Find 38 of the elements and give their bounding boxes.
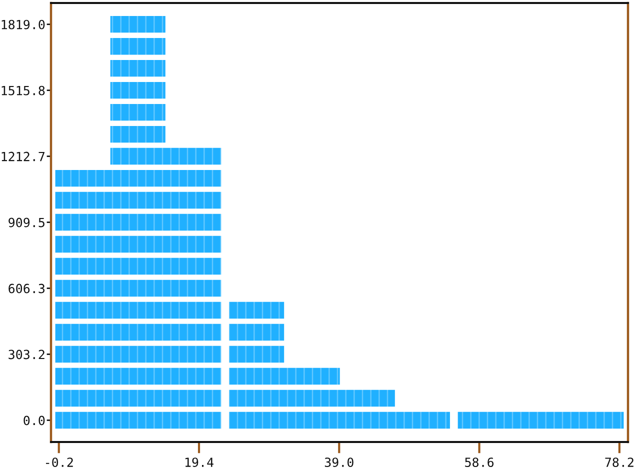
bar [229,302,284,319]
bar [55,368,222,385]
bar [55,280,222,297]
y-tick-label: 606.3 [8,284,45,294]
y-tick-label: 1819.0 [2,20,45,30]
bar [110,16,166,33]
y-tick-label: 909.5 [8,218,44,228]
bar [55,214,222,231]
bar [110,126,166,143]
bar [110,82,166,99]
bar [110,60,166,77]
bar [55,324,222,341]
bar [229,324,284,341]
x-tick-label: 78.2 [605,458,634,468]
y-tick-label: 1212.7 [2,152,45,162]
bar [55,390,222,407]
x-tick-label: 19.4 [185,458,214,468]
bar [110,148,222,165]
x-tick-label: 58.6 [465,458,494,468]
bar [229,346,284,363]
bar [110,104,166,121]
bar [458,412,624,429]
bar [55,302,222,319]
x-tick-label: 39.0 [324,458,354,468]
bar [55,236,222,253]
bar [110,38,166,55]
bar [55,258,222,275]
bar [229,368,340,385]
bar [55,192,222,209]
bar [55,412,222,429]
x-tick-label: -0.2 [46,458,73,468]
y-tick-label: 1515.8 [2,86,45,96]
bar [55,346,222,363]
y-tick-label: 303.2 [8,350,44,360]
bar [229,390,395,407]
bar [55,170,222,187]
y-tick-label: 0.0 [24,416,45,426]
bar [229,412,450,429]
